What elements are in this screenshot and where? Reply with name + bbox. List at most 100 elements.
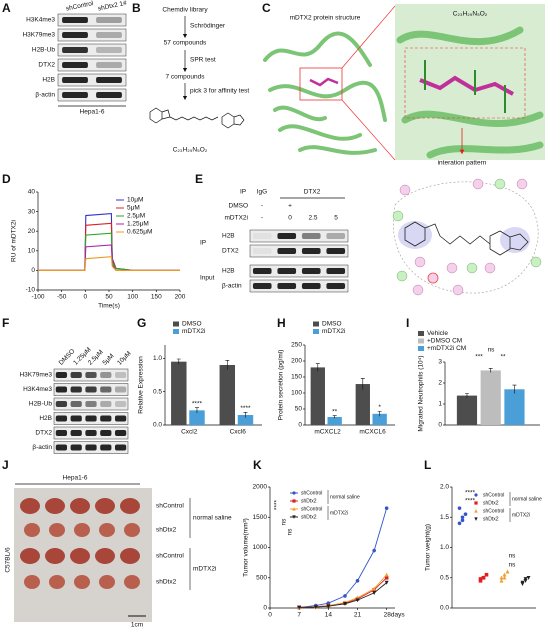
band [326,283,346,289]
panel-label: K [253,458,262,472]
band [85,401,97,407]
panel-label: F [2,316,9,330]
data-point [502,575,507,580]
treatment-value: - [261,203,263,210]
tumor [120,498,140,514]
band [96,77,122,83]
band [277,283,297,289]
significance: **** [192,400,203,407]
tumor [124,575,140,589]
bar [171,361,187,425]
error-bar [243,412,248,418]
y-tick-label: 0.5 [440,574,449,581]
legend-label: 0.625μM [127,229,152,236]
legend-label: 5μM [127,205,140,212]
significance: ns [509,562,517,569]
axis [37,192,180,291]
error-bar [360,377,365,390]
axis [269,487,395,609]
target-label: DTX2 [304,189,321,196]
group-label: shControl [156,503,184,510]
data-point [313,605,318,610]
band [326,268,346,274]
y-tick-label: 200 [291,358,302,365]
y-tick-label: 500 [256,574,267,581]
tumor [70,498,90,514]
band [70,415,82,422]
panel-label: I [406,316,409,330]
panel-label: E [195,172,203,186]
panel-label: A [2,1,11,15]
band [85,415,97,422]
treatment-value: + [288,203,292,210]
band [114,401,127,407]
significance: ns [287,528,294,536]
data-point [343,601,347,606]
legend-label: DMSO [322,321,342,328]
x-tick-label: mCXCL6 [359,429,386,436]
y-tick-label: 1500 [253,514,268,521]
error-bar [176,358,181,365]
data-point [372,586,377,591]
bar [372,413,387,425]
y-tick-label: 30 [28,208,36,215]
row-label: H2B [222,233,235,240]
x-tick-label: 50 [105,294,113,301]
treatment-value: 2.5 [308,215,317,222]
x-tick-label: 14 [325,612,333,619]
significance: **** [465,498,476,505]
band [70,401,82,407]
series-line [38,256,180,271]
band [85,444,97,451]
significance: **** [465,490,476,497]
tumor [49,523,65,537]
band [85,386,97,393]
y-tick-label: 250 [291,342,302,349]
band [70,386,82,393]
row-label: H2B [39,415,52,422]
row-label: H3K79me3 [22,32,55,39]
blot-strip [249,279,349,293]
lane-label: shDtx2 1# [97,0,127,13]
significance: ns [281,518,288,526]
group-label: IP [200,240,206,247]
band [55,444,68,451]
bar [310,367,325,425]
y-axis-label: Relative Expression [138,356,145,414]
panel-label: G [137,316,146,330]
tumor [124,523,140,537]
band [85,430,97,436]
band [252,248,272,254]
panel-label: J [2,458,9,472]
tumor [120,548,140,564]
data-point [499,575,504,580]
band [55,401,68,407]
band [96,62,122,68]
y-tick-label: 3 [438,359,442,366]
band [62,62,88,68]
row-label: H2B-Ub [29,401,53,408]
series-line [299,582,387,608]
tumor [74,575,90,589]
y-tick-label: 2.0 [440,484,449,491]
x-tick-label: Cxcl2 [181,429,198,436]
row-label: H2B [42,77,55,84]
significance: ns [488,347,496,354]
x-tick-label: 28days [384,612,406,619]
band [252,268,272,274]
band [301,283,321,289]
blot-strip [249,229,349,243]
band [62,17,88,23]
lane-label: shControl [65,0,94,13]
panel-label: D [2,172,11,186]
band [326,248,346,254]
bar [456,395,478,425]
band [55,415,68,422]
y-axis-label: RU of mDTX2i [11,220,18,262]
band [100,401,112,407]
legend-group: normal saline [330,494,360,500]
series-line [38,244,180,271]
y-tick-label: 1.0 [153,355,162,362]
legend-marker [292,507,296,511]
